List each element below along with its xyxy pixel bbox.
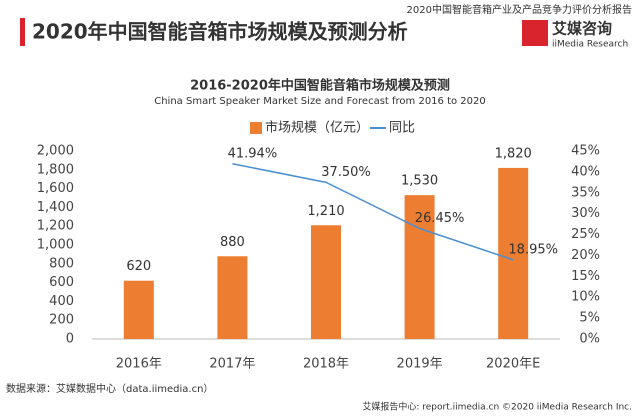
y2-tick-label: 0% [579,332,600,347]
logo-en: iiMedia Research [552,40,628,50]
chart-subtitle: China Smart Speaker Market Size and Fore… [154,96,486,107]
y-tick-label: 1,600 [37,181,74,196]
y-tick-label: 0 [66,332,74,347]
y2-tick-label: 40% [571,164,600,179]
x-tick-label: 2019年 [397,357,443,372]
y-tick-label: 1,000 [37,238,74,253]
y2-tick-label: 20% [571,248,600,263]
page-title: 2020年中国智能音箱市场规模及预测分析 [32,20,408,44]
line-value-label: 37.50% [321,165,371,180]
x-tick-label: 2020年E [486,357,540,372]
y-tick-label: 800 [49,256,74,271]
source: 数据来源：艾媒数据中心（data.iimedia.cn） [6,382,213,395]
x-tick-label: 2017年 [209,357,255,372]
bar-value-label: 620 [126,259,151,274]
bar [404,195,435,339]
y-tick-label: 1,400 [37,200,74,215]
y2-tick-label: 10% [571,290,600,305]
line-value-label: 18.95% [508,242,558,257]
logo-text: 艾媒咨询 [552,20,612,38]
y-tick-label: 1,800 [37,162,74,177]
y-tick-label: 2,000 [37,144,74,159]
y-tick-label: 200 [49,313,74,328]
bar [217,256,248,339]
bar-value-label: 880 [220,235,245,250]
y-tick-label: 1,200 [37,219,74,234]
line [232,163,514,261]
chart-title: 2016-2020年中国智能音箱市场规模及预测 [190,78,450,94]
bar-value-label: 1,210 [307,204,344,219]
bar [123,280,154,339]
x-tick-label: 2018年 [303,357,349,372]
bar-value-label: 1,530 [401,174,438,189]
y2-tick-label: 15% [571,269,600,284]
report-name: 2020中国智能音箱产业及产品竞争力评价分析报告 [407,3,632,16]
y-tick-label: 600 [49,275,74,290]
line-value-label: 41.94% [228,146,278,161]
legend-label: 市场规模（亿元） [265,120,369,136]
y2-tick-label: 5% [579,311,600,326]
logo-icon [522,20,548,46]
bar-value-label: 1,820 [495,146,532,161]
x-tick-label: 2016年 [116,357,162,372]
legend-swatch [250,122,262,134]
bar [498,167,529,339]
footer: 艾媒报告中心: report.iimedia.cn ©2020 iiMedia … [362,401,632,413]
y2-tick-label: 35% [571,185,600,200]
bar [311,225,341,339]
y2-tick-label: 45% [571,144,600,159]
y2-tick-label: 30% [571,206,600,221]
line-value-label: 26.45% [415,211,465,226]
title-accent [20,18,25,46]
y-tick-label: 400 [49,294,74,309]
y2-tick-label: 25% [571,227,600,242]
legend-label: 同比 [389,121,415,136]
